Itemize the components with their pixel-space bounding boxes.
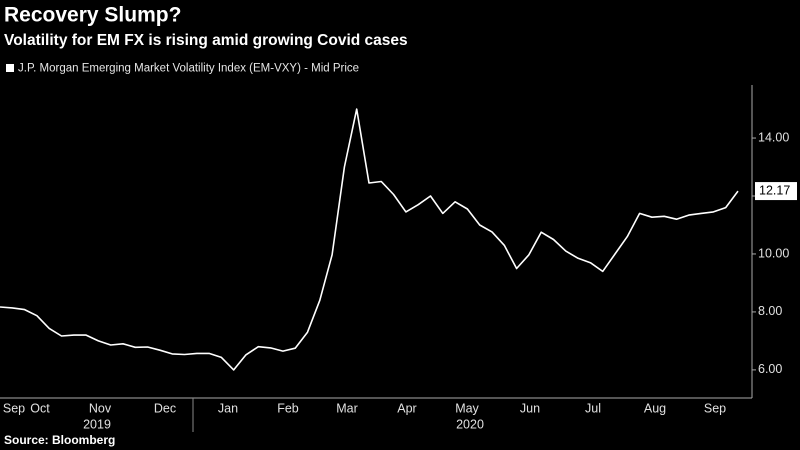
x-tick-label: Jul [585,401,601,415]
series-line [0,108,739,371]
source: Source: Bloomberg [4,433,115,447]
legend-label: J.P. Morgan Emerging Market Volatility I… [18,63,359,75]
legend-swatch [6,64,14,72]
x-tick-label: Feb [277,401,299,415]
x-tick-label: Dec [154,401,176,415]
x-tick-label: Aug [644,401,666,415]
x-tick-label: Sep [3,401,25,415]
chart-subtitle: Volatility for EM FX is rising amid grow… [4,32,408,49]
year-label: 2020 [456,417,484,431]
year-label: 2019 [83,417,111,431]
x-tick-label: Apr [397,401,416,415]
y-tick-label: 8.00 [758,304,782,318]
y-tick-label: 6.00 [758,362,782,376]
x-tick-label: Sep [704,401,726,415]
last-value-box [755,182,797,201]
x-tick-label: Mar [336,401,358,415]
y-tick-label: 10.00 [758,246,789,260]
x-tick-label: May [455,401,479,415]
x-tick-label: Nov [89,401,112,415]
last-value-label: 12.17 [759,183,790,197]
chart-title: Recovery Slump? [4,4,181,27]
x-tick-label: Jun [520,401,540,415]
x-tick-label: Jan [218,401,238,415]
y-tick-label: 14.00 [758,130,789,144]
x-tick-label: Oct [30,401,50,415]
